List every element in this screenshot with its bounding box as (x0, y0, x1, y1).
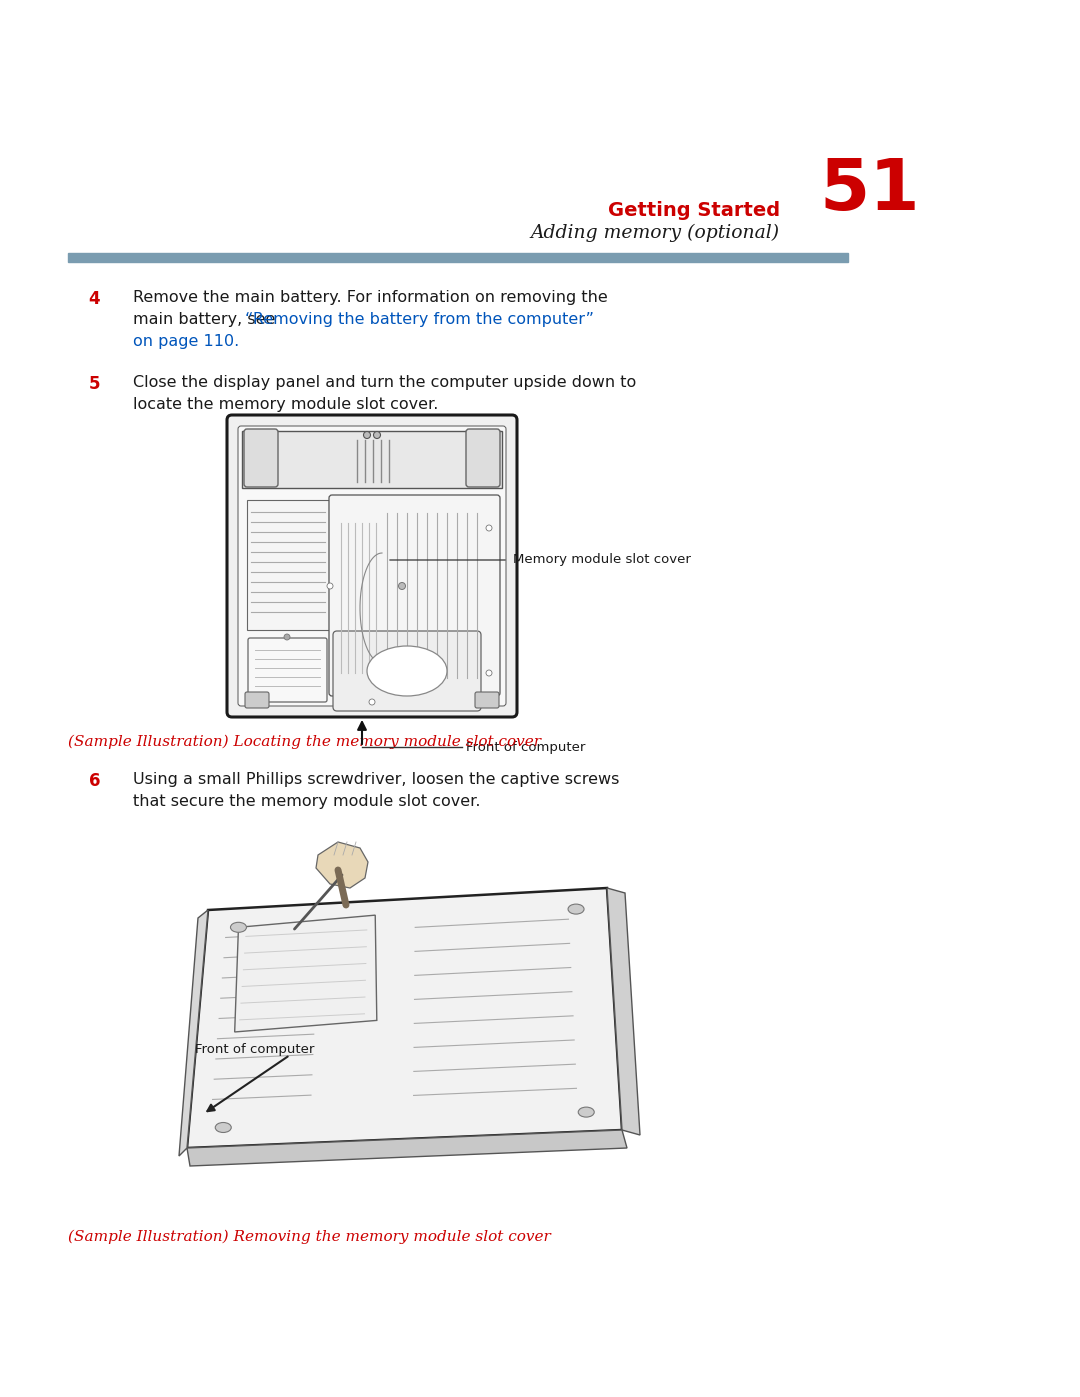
Text: Front of computer: Front of computer (195, 1044, 314, 1056)
Text: (Sample Illustration) Removing the memory module slot cover: (Sample Illustration) Removing the memor… (68, 1229, 551, 1245)
Text: (Sample Illustration) Locating the memory module slot cover: (Sample Illustration) Locating the memor… (68, 735, 541, 749)
Circle shape (364, 432, 370, 439)
Text: main battery, see: main battery, see (133, 312, 281, 327)
Text: Getting Started: Getting Started (608, 201, 780, 219)
Text: 4: 4 (89, 291, 100, 307)
FancyBboxPatch shape (329, 495, 500, 696)
FancyBboxPatch shape (245, 692, 269, 708)
Circle shape (327, 583, 333, 590)
Polygon shape (607, 888, 640, 1134)
Polygon shape (187, 888, 622, 1148)
Circle shape (399, 583, 405, 590)
FancyBboxPatch shape (333, 631, 481, 711)
FancyBboxPatch shape (465, 429, 500, 488)
Text: locate the memory module slot cover.: locate the memory module slot cover. (133, 397, 438, 412)
Text: that secure the memory module slot cover.: that secure the memory module slot cover… (133, 793, 481, 809)
Bar (242, 432, 502, 488)
Polygon shape (179, 909, 208, 1155)
FancyBboxPatch shape (475, 692, 499, 708)
Circle shape (369, 698, 375, 705)
Text: Close the display panel and turn the computer upside down to: Close the display panel and turn the com… (133, 374, 636, 390)
Polygon shape (234, 915, 377, 1032)
FancyBboxPatch shape (248, 638, 327, 703)
FancyBboxPatch shape (227, 415, 517, 717)
Text: Using a small Phillips screwdriver, loosen the captive screws: Using a small Phillips screwdriver, loos… (133, 773, 619, 787)
Ellipse shape (578, 1106, 594, 1118)
Bar (68, 253, 848, 263)
Circle shape (486, 525, 492, 531)
Text: on page 110.: on page 110. (133, 334, 240, 349)
Ellipse shape (230, 922, 246, 932)
Ellipse shape (215, 1123, 231, 1133)
Circle shape (486, 671, 492, 676)
Ellipse shape (367, 645, 447, 696)
Text: 51: 51 (820, 156, 920, 225)
Text: Memory module slot cover: Memory module slot cover (513, 553, 691, 567)
Text: 6: 6 (89, 773, 100, 789)
FancyBboxPatch shape (244, 429, 278, 488)
Ellipse shape (568, 904, 584, 914)
Polygon shape (316, 842, 368, 888)
Text: “Removing the battery from the computer”: “Removing the battery from the computer” (245, 312, 594, 327)
Text: 5: 5 (89, 374, 100, 393)
Text: Front of computer: Front of computer (465, 740, 585, 753)
FancyBboxPatch shape (238, 426, 507, 705)
Circle shape (374, 432, 380, 439)
Text: Adding memory (optional): Adding memory (optional) (531, 224, 780, 242)
Circle shape (284, 634, 291, 640)
Text: Remove the main battery. For information on removing the: Remove the main battery. For information… (133, 291, 608, 305)
Bar (247, 500, 329, 630)
Polygon shape (187, 1130, 627, 1166)
